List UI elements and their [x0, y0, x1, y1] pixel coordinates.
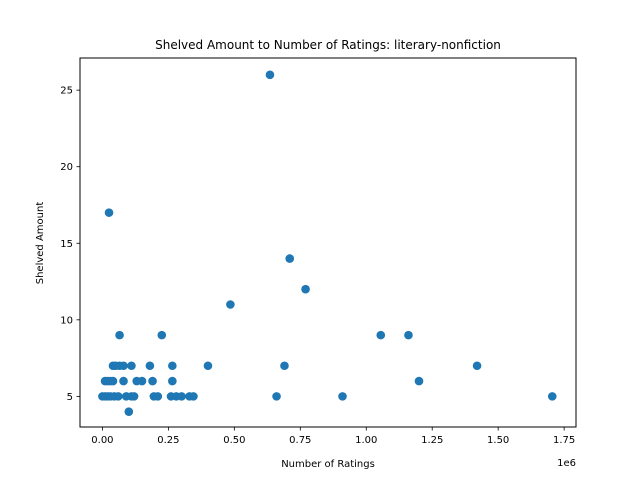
data-point [226, 300, 235, 309]
data-point [272, 392, 281, 401]
data-point [157, 330, 167, 340]
data-point [168, 376, 177, 386]
x-tick-label: 0.00 [91, 435, 113, 446]
x-tick-label: 0.25 [157, 435, 179, 446]
x-axis-offset-label: 1e6 [557, 458, 576, 469]
data-point [301, 284, 310, 294]
data-point [414, 376, 424, 386]
y-axis: 5 10 15 20 25 [60, 86, 80, 403]
data-point [547, 392, 557, 401]
data-point [137, 376, 147, 386]
data-point [145, 361, 155, 371]
data-point [104, 208, 114, 217]
x-tick-label: 1.75 [553, 435, 575, 446]
data-point [115, 330, 124, 340]
data-point [168, 361, 177, 371]
x-tick-label: 1.00 [355, 435, 377, 446]
plot-frame [79, 57, 577, 428]
data-point [285, 254, 295, 263]
data-point [338, 392, 347, 401]
y-tick-label: 20 [60, 162, 73, 173]
data-point [265, 70, 275, 80]
data-point [472, 361, 482, 371]
data-point [177, 392, 186, 401]
x-tick-label: 1.50 [487, 435, 509, 446]
y-tick-label: 10 [60, 315, 73, 326]
data-point [404, 330, 413, 340]
y-tick-label: 15 [60, 239, 73, 250]
data-point [119, 376, 128, 386]
y-tick-label: 25 [60, 86, 73, 97]
data-point [129, 392, 139, 401]
y-tick-label: 5 [67, 392, 73, 403]
x-tick-label: 0.50 [223, 435, 245, 446]
y-axis-label: Shelved Amount [35, 202, 46, 285]
data-point [153, 392, 163, 401]
data-point [113, 392, 123, 401]
data-point [108, 376, 118, 386]
data-point [189, 392, 198, 401]
x-axis-label: Number of Ratings [281, 459, 375, 470]
data-point [203, 361, 213, 371]
x-axis: 0.00 0.25 0.50 0.75 1.00 1.25 1.50 1.75 [91, 427, 575, 446]
data-point [280, 361, 289, 371]
data-point [127, 361, 136, 371]
points-layer [98, 70, 557, 416]
x-tick-label: 1.25 [421, 435, 443, 446]
data-point [119, 361, 128, 371]
data-point [148, 376, 157, 386]
data-point [376, 330, 386, 340]
x-tick-label: 0.75 [289, 435, 311, 446]
data-point [124, 407, 134, 416]
chart-title: Shelved Amount to Number of Ratings: lit… [155, 38, 501, 52]
